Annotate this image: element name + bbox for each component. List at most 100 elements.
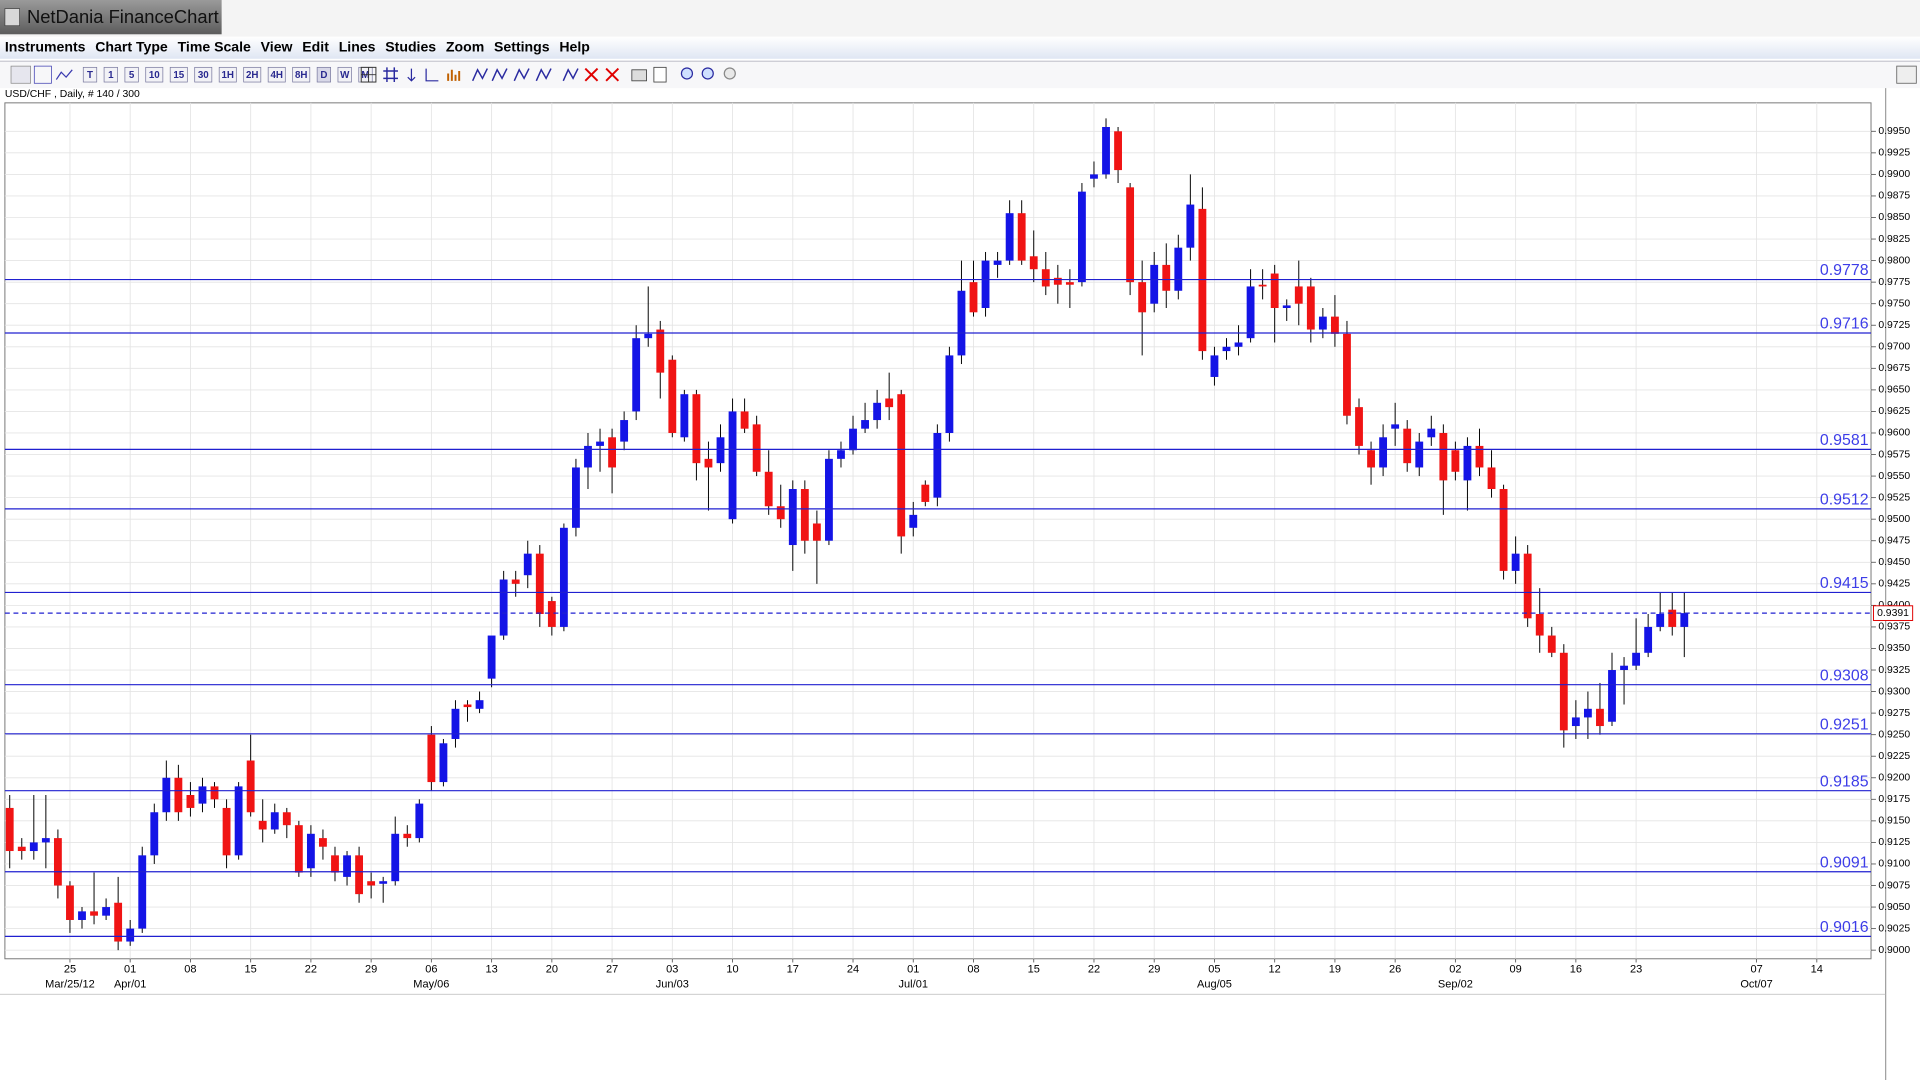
candle-body: [1294, 286, 1303, 304]
y-tick-label: 0.9625: [1878, 406, 1910, 417]
timescale-button[interactable]: [218, 66, 237, 83]
timescale-button[interactable]: [145, 66, 164, 83]
candle-body: [1668, 609, 1677, 627]
timescale-button[interactable]: [124, 66, 139, 83]
candle-body: [668, 359, 677, 433]
menu-item[interactable]: Settings: [494, 38, 550, 54]
candle-body: [1535, 613, 1544, 636]
candle-body: [343, 855, 351, 877]
level-label: 0.9778: [1820, 262, 1869, 279]
candle-body: [981, 260, 990, 309]
x-tick-label: 01: [124, 964, 136, 976]
y-tick-label: 0.9675: [1878, 363, 1910, 374]
timescale-button[interactable]: [292, 66, 311, 83]
timescale-button[interactable]: [267, 66, 286, 83]
chart-type-button[interactable]: [10, 65, 31, 84]
draw-button[interactable]: [562, 68, 579, 82]
candle-body: [246, 760, 255, 813]
candle-body: [138, 855, 147, 929]
y-tick-label: 0.9850: [1878, 212, 1910, 223]
level-label: 0.9185: [1820, 773, 1869, 790]
y-tick-label: 0.9825: [1878, 234, 1910, 245]
candle-body: [222, 807, 231, 856]
timescale-button[interactable]: [169, 66, 188, 83]
zoom-in-button[interactable]: [680, 67, 694, 80]
timescale-button[interactable]: [337, 66, 352, 83]
timescale-button[interactable]: [103, 66, 118, 83]
x-tick-label: 08: [184, 964, 196, 976]
menu-item[interactable]: Instruments: [5, 38, 86, 54]
x-tick-label: 22: [305, 964, 317, 976]
candle-body: [692, 394, 701, 464]
print-button[interactable]: [631, 69, 647, 82]
axis-button[interactable]: [425, 68, 439, 82]
x-month-label: Jul/01: [899, 978, 928, 990]
candle-body: [1041, 269, 1050, 287]
zoom-out-button[interactable]: [701, 67, 714, 80]
timescale-button[interactable]: [82, 66, 98, 83]
menu-item[interactable]: Time Scale: [178, 38, 251, 54]
timescale-button[interactable]: [243, 66, 262, 83]
y-tick-label: 0.9275: [1878, 708, 1910, 719]
timescale-button[interactable]: [316, 66, 331, 83]
x-tick-label: 05: [1208, 964, 1220, 976]
candle-body: [451, 708, 460, 739]
x-tick-label: 29: [365, 964, 377, 976]
x-tick-label: 01: [907, 964, 919, 976]
candle-body: [1150, 264, 1159, 304]
menu-item[interactable]: Help: [559, 38, 590, 54]
menu-item[interactable]: Studies: [385, 38, 436, 54]
candle-body: [1620, 665, 1628, 671]
candle-body: [993, 260, 1002, 265]
volume-button[interactable]: [447, 69, 461, 81]
candle-body: [66, 885, 74, 920]
candle-body: [909, 514, 918, 528]
zoom-reset-button[interactable]: [723, 67, 736, 80]
candle-body: [957, 290, 966, 356]
delete-button[interactable]: [584, 67, 599, 82]
timescale-label: 2H: [246, 70, 259, 81]
menu-item[interactable]: Zoom: [446, 38, 484, 54]
candle-body: [1306, 286, 1315, 330]
preview-button[interactable]: [653, 66, 667, 83]
candle-body: [608, 437, 616, 468]
x-tick-label: 02: [1449, 964, 1461, 976]
candle-body: [1330, 316, 1339, 334]
candle-body: [439, 743, 448, 783]
menu-item[interactable]: View: [261, 38, 293, 54]
timescale-label: 8H: [295, 70, 308, 81]
y-tick-label: 0.9800: [1878, 255, 1910, 266]
line-type-button[interactable]: [55, 69, 73, 80]
x-tick-label: 10: [726, 964, 738, 976]
line-tools[interactable]: [471, 68, 552, 82]
timescale-buttons: T 1 5 10 15 30 1H 2H 4H 8H D W M: [82, 66, 373, 83]
panel-button[interactable]: [1896, 65, 1917, 84]
candle-body: [1499, 489, 1508, 571]
menu-item[interactable]: Edit: [302, 38, 329, 54]
x-month-label: Aug/05: [1197, 978, 1232, 990]
candle-body: [680, 394, 689, 438]
bar-type-button[interactable]: [33, 65, 52, 84]
x-month-label: Jun/03: [656, 978, 689, 990]
menu-item[interactable]: Chart Type: [95, 38, 168, 54]
candle-body: [78, 911, 86, 920]
x-tick-label: 24: [847, 964, 859, 976]
scroll-button[interactable]: [407, 68, 416, 82]
delete-all-button[interactable]: [605, 67, 620, 82]
grid-button[interactable]: [383, 67, 398, 83]
candle-body: [728, 411, 737, 520]
timescale-label: 4H: [270, 70, 283, 81]
candle-body: [1632, 652, 1641, 666]
candle-body: [632, 338, 641, 412]
y-tick-label: 0.9550: [1878, 471, 1910, 482]
x-tick-label: 19: [1329, 964, 1341, 976]
candle-body: [391, 833, 400, 882]
timescale-button[interactable]: [194, 66, 213, 83]
candle-body: [812, 523, 821, 541]
candle-body: [511, 579, 520, 584]
menu-item[interactable]: Lines: [339, 38, 376, 54]
candle-body: [933, 432, 942, 498]
candle-body: [1439, 432, 1448, 481]
candle-body: [1463, 445, 1472, 481]
y-tick-label: 0.9500: [1878, 514, 1910, 525]
